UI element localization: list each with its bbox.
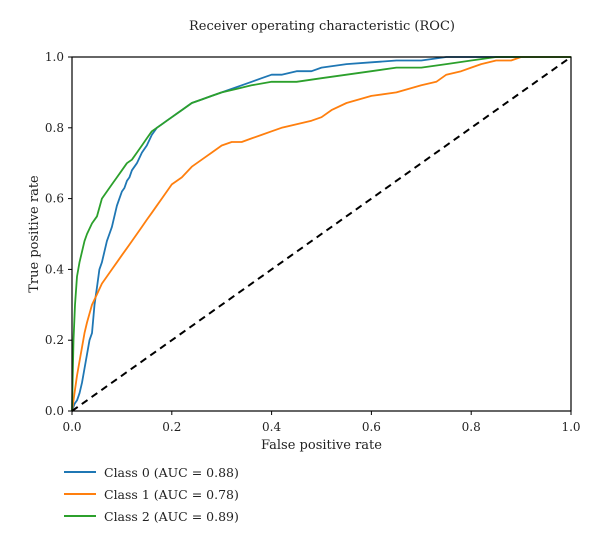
y-tick-label: 0.2 bbox=[45, 333, 64, 347]
legend-label-class-0: Class 0 (AUC = 0.88) bbox=[104, 464, 239, 480]
y-axis-title: True positive rate bbox=[27, 175, 42, 293]
y-tick-label: 0.6 bbox=[45, 192, 64, 206]
y-axis-ticks: 0.0 0.2 0.4 0.6 0.8 1.0 bbox=[45, 50, 72, 418]
legend-label-class-2: Class 2 (AUC = 0.89) bbox=[104, 508, 239, 524]
x-tick-label: 0.8 bbox=[462, 420, 481, 434]
legend-swatch-class-1 bbox=[64, 493, 96, 495]
y-tick-label: 1.0 bbox=[45, 50, 64, 64]
chart-title: Receiver operating characteristic (ROC) bbox=[189, 19, 455, 34]
x-tick-label: 0.4 bbox=[262, 420, 281, 434]
x-tick-label: 1.0 bbox=[561, 420, 580, 434]
legend-item-class-0: Class 0 (AUC = 0.88) bbox=[64, 461, 239, 483]
x-tick-label: 0.2 bbox=[162, 420, 181, 434]
legend: Class 0 (AUC = 0.88) Class 1 (AUC = 0.78… bbox=[64, 461, 239, 527]
y-tick-label: 0.8 bbox=[45, 121, 64, 135]
roc-curve-class-2 bbox=[71, 56, 571, 412]
roc-curve-class-1 bbox=[71, 56, 571, 412]
legend-item-class-1: Class 1 (AUC = 0.78) bbox=[64, 483, 239, 505]
legend-label-class-1: Class 1 (AUC = 0.78) bbox=[104, 486, 239, 502]
x-axis-title: False positive rate bbox=[261, 438, 382, 453]
roc-chart: Receiver operating characteristic (ROC) … bbox=[27, 19, 581, 453]
x-axis-ticks: 0.0 0.2 0.4 0.6 0.8 1.0 bbox=[62, 411, 581, 434]
chance-diagonal-line bbox=[71, 56, 572, 412]
plot-area bbox=[71, 56, 572, 412]
y-tick-label: 0.0 bbox=[45, 404, 64, 418]
x-tick-label: 0.6 bbox=[362, 420, 381, 434]
y-tick-label: 0.4 bbox=[45, 262, 64, 276]
legend-swatch-class-2 bbox=[64, 515, 96, 517]
legend-item-class-2: Class 2 (AUC = 0.89) bbox=[64, 505, 239, 527]
legend-swatch-class-0 bbox=[64, 471, 96, 473]
plot-frame bbox=[71, 56, 572, 412]
x-tick-label: 0.0 bbox=[62, 420, 81, 434]
